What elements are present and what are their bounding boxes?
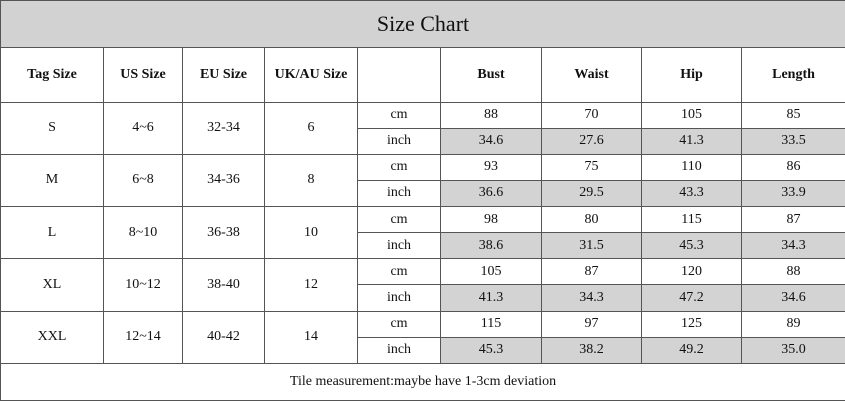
header-row: Tag Size US Size EU Size UK/AU Size Bust Wais… bbox=[0, 47, 845, 103]
measure-cell: 38.6 bbox=[440, 232, 542, 260]
ukau-cell: 6 bbox=[264, 101, 358, 155]
us-cell: 10~12 bbox=[103, 258, 183, 312]
unit-header bbox=[357, 47, 441, 103]
measure-cell: 87 bbox=[740, 205, 845, 234]
measure-header: Length bbox=[740, 47, 845, 103]
measure-cell: 120 bbox=[641, 258, 742, 286]
measure-cell: 85 bbox=[740, 101, 845, 129]
measure-cell: 38.2 bbox=[541, 336, 642, 364]
cm-row: L 8~10 36-38 10 cm 98 80 115 87 bbox=[0, 205, 845, 260]
measure-cell: 125 bbox=[641, 310, 742, 338]
tag-cell: M bbox=[0, 153, 104, 208]
measure-cell: 34.3 bbox=[740, 232, 845, 260]
measure-cell: 33.5 bbox=[740, 127, 845, 155]
us-cell: 6~8 bbox=[103, 153, 183, 208]
unit-cell: cm bbox=[357, 101, 441, 129]
measure-cell: 115 bbox=[641, 205, 742, 234]
measure-cell: 88 bbox=[440, 101, 542, 129]
inch-row: inch 41.3 34.3 47.2 34.6 bbox=[1, 284, 845, 312]
tag-cell: XL bbox=[0, 258, 104, 312]
unit-cell: inch bbox=[357, 284, 441, 312]
measure-cell: 35.0 bbox=[740, 336, 845, 364]
eu-cell: 32-34 bbox=[182, 101, 265, 155]
column-header: UK/AU Size bbox=[264, 47, 358, 103]
measure-cell: 45.3 bbox=[641, 232, 742, 260]
measure-cell: 34.6 bbox=[740, 284, 845, 312]
ukau-cell: 12 bbox=[264, 258, 358, 312]
tag-cell: S bbox=[0, 101, 104, 155]
measure-cell: 49.2 bbox=[641, 336, 742, 364]
measure-cell: 27.6 bbox=[541, 127, 642, 155]
ukau-cell: 8 bbox=[264, 153, 358, 208]
column-header: Tag Size bbox=[0, 47, 104, 103]
measure-cell: 115 bbox=[440, 310, 542, 338]
measure-cell: 36.6 bbox=[440, 179, 542, 208]
measure-cell: 105 bbox=[440, 258, 542, 286]
column-header: EU Size bbox=[182, 47, 265, 103]
measure-header: Waist bbox=[541, 47, 642, 103]
measure-cell: 93 bbox=[440, 153, 542, 181]
unit-cell: inch bbox=[357, 232, 441, 260]
us-cell: 12~14 bbox=[103, 310, 183, 364]
inch-row: inch 34.6 27.6 41.3 33.5 bbox=[1, 127, 845, 155]
tag-cell: L bbox=[0, 205, 104, 260]
title-row: Size Chart bbox=[0, 0, 845, 49]
us-cell: 4~6 bbox=[103, 101, 183, 155]
measure-cell: 45.3 bbox=[440, 336, 542, 364]
eu-cell: 36-38 bbox=[182, 205, 265, 260]
footer-row: Tile measurement:maybe have 1-3cm deviat… bbox=[0, 362, 845, 401]
table-title: Size Chart bbox=[0, 0, 845, 49]
measure-cell: 34.6 bbox=[440, 127, 542, 155]
eu-cell: 34-36 bbox=[182, 153, 265, 208]
measure-cell: 98 bbox=[440, 205, 542, 234]
inch-row: inch 36.6 29.5 43.3 33.9 bbox=[1, 179, 845, 208]
us-cell: 8~10 bbox=[103, 205, 183, 260]
unit-cell: inch bbox=[357, 179, 441, 208]
measure-cell: 34.3 bbox=[541, 284, 642, 312]
measure-cell: 75 bbox=[541, 153, 642, 181]
measure-cell: 88 bbox=[740, 258, 845, 286]
measure-cell: 41.3 bbox=[641, 127, 742, 155]
cm-row: XXL 12~14 40-42 14 cm 115 97 125 89 bbox=[0, 310, 845, 364]
unit-cell: cm bbox=[357, 153, 441, 181]
cm-row: XL 10~12 38-40 12 cm 105 87 120 88 bbox=[0, 258, 845, 312]
measure-cell: 70 bbox=[541, 101, 642, 129]
ukau-cell: 14 bbox=[264, 310, 358, 364]
footer-note: Tile measurement:maybe have 1-3cm deviat… bbox=[0, 362, 845, 401]
inch-row: inch 38.6 31.5 45.3 34.3 bbox=[1, 232, 845, 260]
eu-cell: 38-40 bbox=[182, 258, 265, 312]
measure-cell: 80 bbox=[541, 205, 642, 234]
measure-header: Hip bbox=[641, 47, 742, 103]
unit-cell: cm bbox=[357, 205, 441, 234]
measure-cell: 110 bbox=[641, 153, 742, 181]
measure-cell: 89 bbox=[740, 310, 845, 338]
measure-cell: 47.2 bbox=[641, 284, 742, 312]
cm-row: S 4~6 32-34 6 cm 88 70 105 85 bbox=[0, 101, 845, 155]
measure-cell: 33.9 bbox=[740, 179, 845, 208]
measure-cell: 97 bbox=[541, 310, 642, 338]
tag-cell: XXL bbox=[0, 310, 104, 364]
measure-cell: 105 bbox=[641, 101, 742, 129]
unit-cell: cm bbox=[357, 258, 441, 286]
cm-row: M 6~8 34-36 8 cm 93 75 110 86 bbox=[0, 153, 845, 208]
unit-cell: inch bbox=[357, 127, 441, 155]
measure-cell: 86 bbox=[740, 153, 845, 181]
measure-cell: 43.3 bbox=[641, 179, 742, 208]
ukau-cell: 10 bbox=[264, 205, 358, 260]
measure-cell: 87 bbox=[541, 258, 642, 286]
eu-cell: 40-42 bbox=[182, 310, 265, 364]
column-header: US Size bbox=[103, 47, 183, 103]
measure-cell: 41.3 bbox=[440, 284, 542, 312]
unit-cell: inch bbox=[357, 336, 441, 364]
unit-cell: cm bbox=[357, 310, 441, 338]
measure-cell: 29.5 bbox=[541, 179, 642, 208]
measure-header: Bust bbox=[440, 47, 542, 103]
measure-cell: 31.5 bbox=[541, 232, 642, 260]
